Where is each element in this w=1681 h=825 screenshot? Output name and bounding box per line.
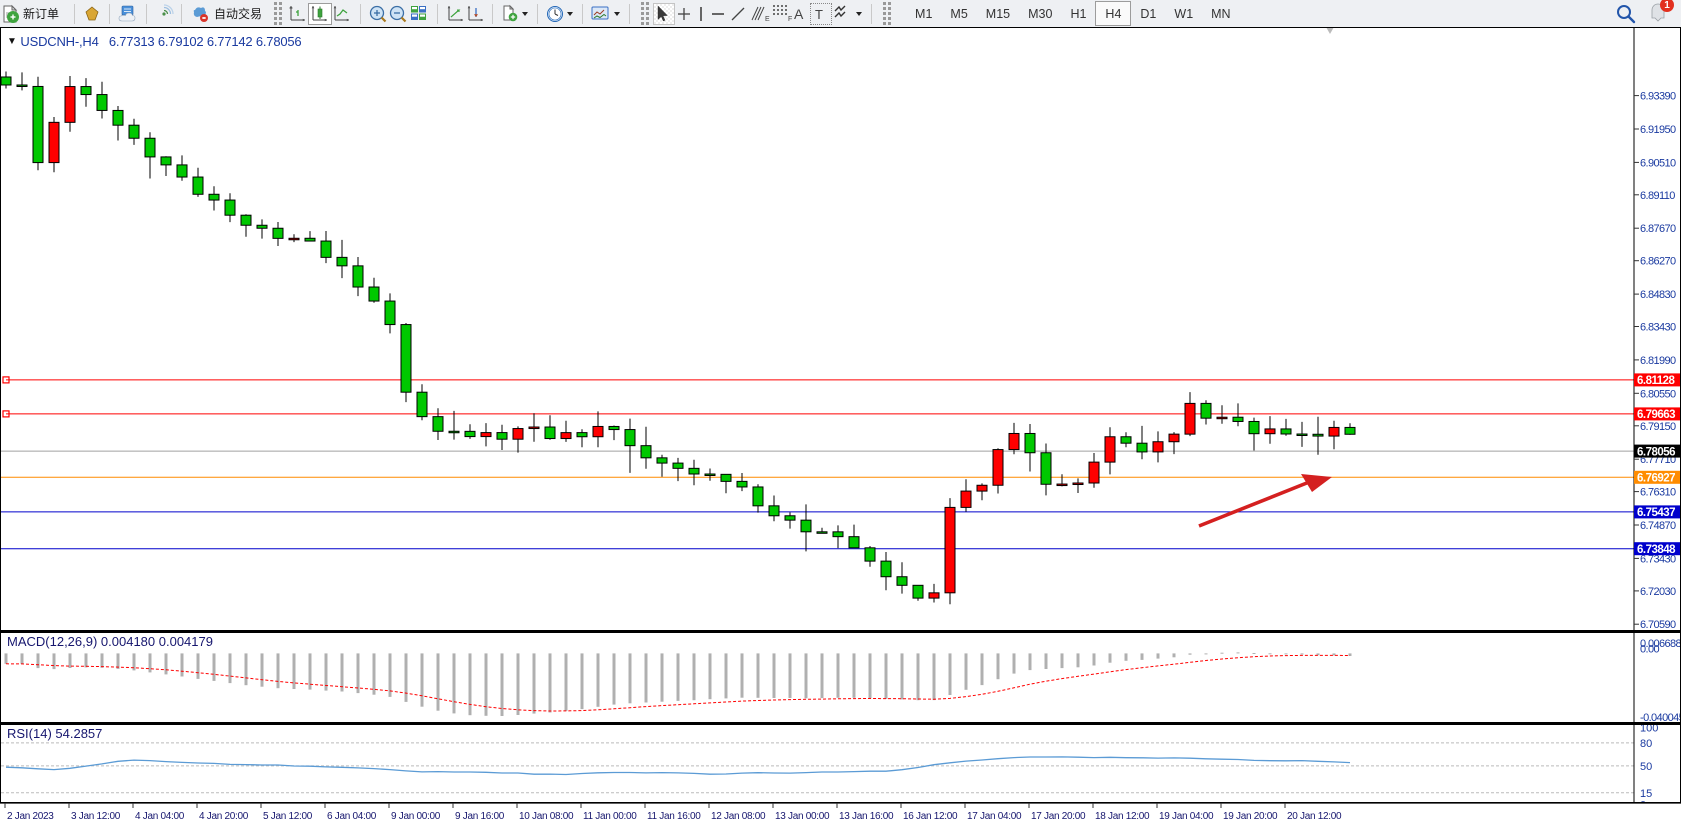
svg-text:3 Jan 12:00: 3 Jan 12:00	[71, 811, 121, 822]
svg-text:4 Jan 20:00: 4 Jan 20:00	[199, 811, 249, 822]
svg-text:6.75437: 6.75437	[1637, 507, 1675, 519]
svg-text:6.91950: 6.91950	[1640, 124, 1676, 136]
svg-text:0.00: 0.00	[1640, 644, 1659, 656]
svg-text:9 Jan 16:00: 9 Jan 16:00	[455, 811, 505, 822]
svg-text:RSI(14) 54.2857: RSI(14) 54.2857	[7, 726, 102, 741]
svg-text:6.81990: 6.81990	[1640, 355, 1676, 367]
svg-text:13 Jan 16:00: 13 Jan 16:00	[839, 811, 894, 822]
svg-text:80: 80	[1640, 738, 1652, 750]
svg-text:F: F	[788, 16, 792, 23]
svg-text:6.79150: 6.79150	[1640, 421, 1676, 433]
svg-text:19 Jan 04:00: 19 Jan 04:00	[1159, 811, 1214, 822]
svg-text:5 Jan 12:00: 5 Jan 12:00	[263, 811, 313, 822]
svg-text:6 Jan 04:00: 6 Jan 04:00	[327, 811, 377, 822]
svg-text:100: 100	[1640, 725, 1658, 735]
svg-text:6.74870: 6.74870	[1640, 520, 1676, 532]
svg-text:11 Jan 00:00: 11 Jan 00:00	[583, 811, 637, 822]
svg-text:17 Jan 04:00: 17 Jan 04:00	[967, 811, 1022, 822]
svg-text:6.84830: 6.84830	[1640, 289, 1676, 301]
svg-text:6.73848: 6.73848	[1637, 544, 1676, 556]
svg-text:T: T	[815, 7, 823, 22]
svg-text:6.79663: 6.79663	[1637, 409, 1675, 421]
svg-text:6.70590: 6.70590	[1640, 619, 1676, 631]
svg-text:6.86270: 6.86270	[1640, 256, 1676, 268]
svg-text:13 Jan 00:00: 13 Jan 00:00	[775, 811, 830, 822]
svg-text:11 Jan 16:00: 11 Jan 16:00	[647, 811, 701, 822]
svg-text:6.76927: 6.76927	[1637, 473, 1675, 485]
svg-text:6.72030: 6.72030	[1640, 586, 1676, 598]
svg-text:16 Jan 12:00: 16 Jan 12:00	[903, 811, 958, 822]
svg-text:6.89110: 6.89110	[1640, 190, 1675, 202]
svg-text:19 Jan 20:00: 19 Jan 20:00	[1223, 811, 1278, 822]
svg-text:20 Jan 12:00: 20 Jan 12:00	[1287, 811, 1342, 822]
svg-text:12 Jan 08:00: 12 Jan 08:00	[711, 811, 766, 822]
svg-text:18 Jan 12:00: 18 Jan 12:00	[1095, 811, 1150, 822]
svg-text:6.76310: 6.76310	[1640, 487, 1676, 499]
svg-text:-0.040045: -0.040045	[1640, 712, 1681, 723]
svg-text:MACD(12,26,9) 0.004180 0.00417: MACD(12,26,9) 0.004180 0.004179	[7, 634, 213, 649]
svg-text:50: 50	[1640, 761, 1652, 773]
svg-text:6.93390: 6.93390	[1640, 91, 1676, 103]
svg-text:6.80550: 6.80550	[1640, 388, 1676, 400]
svg-text:6.90510: 6.90510	[1640, 157, 1676, 169]
svg-text:15: 15	[1640, 788, 1652, 800]
svg-text:10 Jan 08:00: 10 Jan 08:00	[519, 811, 574, 822]
svg-text:6.83430: 6.83430	[1640, 322, 1676, 334]
svg-text:6.81128: 6.81128	[1637, 375, 1676, 387]
svg-text:17 Jan 20:00: 17 Jan 20:00	[1031, 811, 1086, 822]
svg-text:6.78056: 6.78056	[1637, 446, 1675, 458]
svg-text:E: E	[765, 16, 770, 23]
svg-text:2 Jan 2023: 2 Jan 2023	[7, 811, 54, 822]
svg-text:9 Jan 00:00: 9 Jan 00:00	[391, 811, 441, 822]
svg-text:4 Jan 04:00: 4 Jan 04:00	[135, 811, 185, 822]
svg-text:6.87670: 6.87670	[1640, 223, 1676, 235]
svg-text:A: A	[794, 6, 804, 22]
